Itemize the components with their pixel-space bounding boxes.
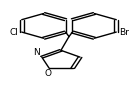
Text: Cl: Cl (10, 28, 19, 37)
Text: O: O (44, 69, 51, 78)
Text: Br: Br (119, 28, 129, 37)
Text: N: N (33, 48, 39, 57)
